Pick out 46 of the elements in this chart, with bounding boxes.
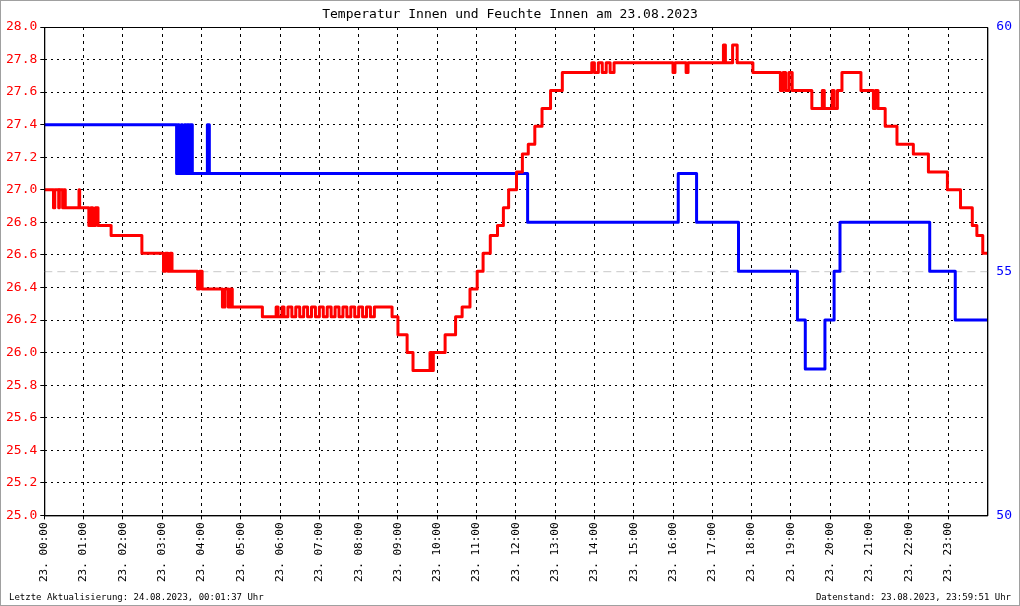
y-tick-label: 25.0 xyxy=(5,506,38,522)
y2-tick-label: 55 xyxy=(996,262,1012,278)
y-tick-label: 26.0 xyxy=(5,343,38,359)
x-tick-label: 23. 01:00 xyxy=(76,522,90,583)
x-tick-label: 23. 07:00 xyxy=(312,522,326,583)
x-tick-label: 23. 20:00 xyxy=(823,522,837,583)
x-tick-label: 23. 17:00 xyxy=(705,522,719,583)
y-tick-label: 26.2 xyxy=(5,311,38,327)
y-tick-label: 26.8 xyxy=(5,213,38,229)
y-tick-label: 25.4 xyxy=(5,441,38,457)
chart-title: Temperatur Innen und Feuchte Innen am 23.08.2023 xyxy=(322,6,698,21)
x-tick-label: 23. 19:00 xyxy=(783,522,797,583)
y2-tick-label: 50 xyxy=(996,506,1012,522)
x-tick-label: 23. 00:00 xyxy=(37,522,51,583)
y2-tick-label: 60 xyxy=(996,18,1012,34)
x-tick-label: 23. 13:00 xyxy=(547,522,561,583)
x-tick-label: 23. 05:00 xyxy=(233,522,247,583)
y-tick-label: 27.4 xyxy=(5,116,38,132)
y-tick-label: 27.0 xyxy=(5,181,38,197)
y-tick-label: 27.2 xyxy=(5,148,38,164)
x-tick-label: 23. 23:00 xyxy=(940,522,954,583)
y-tick-label: 27.6 xyxy=(5,83,38,99)
x-tick-label: 23. 14:00 xyxy=(587,522,601,583)
x-tick-label: 23. 12:00 xyxy=(508,522,522,583)
x-tick-label: 23. 21:00 xyxy=(862,522,876,583)
y-tick-label: 28.0 xyxy=(5,18,38,34)
x-tick-label: 23. 02:00 xyxy=(115,522,129,583)
x-tick-label: 23. 11:00 xyxy=(469,522,483,583)
y-tick-label: 25.6 xyxy=(5,409,38,425)
x-tick-label: 23. 16:00 xyxy=(665,522,679,583)
x-tick-label: 23. 03:00 xyxy=(155,522,169,583)
x-tick-label: 23. 08:00 xyxy=(351,522,365,583)
x-tick-label: 23. 18:00 xyxy=(744,522,758,583)
x-tick-label: 23. 10:00 xyxy=(430,522,444,583)
x-tick-label: 23. 04:00 xyxy=(194,522,208,583)
y-tick-label: 27.8 xyxy=(5,50,38,66)
text: Letzte Aktualisierung: 24.08.2023, 00:01:37 Uhr xyxy=(9,592,264,602)
y-tick-label: 26.6 xyxy=(5,246,38,262)
x-tick-label: 23. 22:00 xyxy=(901,522,915,583)
x-tick-label: 23. 06:00 xyxy=(272,522,286,583)
y-tick-label: 26.4 xyxy=(5,278,38,294)
text: Datenstand: 23.08.2023, 23:59:51 Uhr xyxy=(815,592,1011,602)
x-tick-label: 23. 09:00 xyxy=(390,522,404,583)
y-tick-label: 25.8 xyxy=(5,376,38,392)
x-tick-label: 23. 15:00 xyxy=(626,522,640,583)
y-tick-label: 25.2 xyxy=(5,474,38,490)
